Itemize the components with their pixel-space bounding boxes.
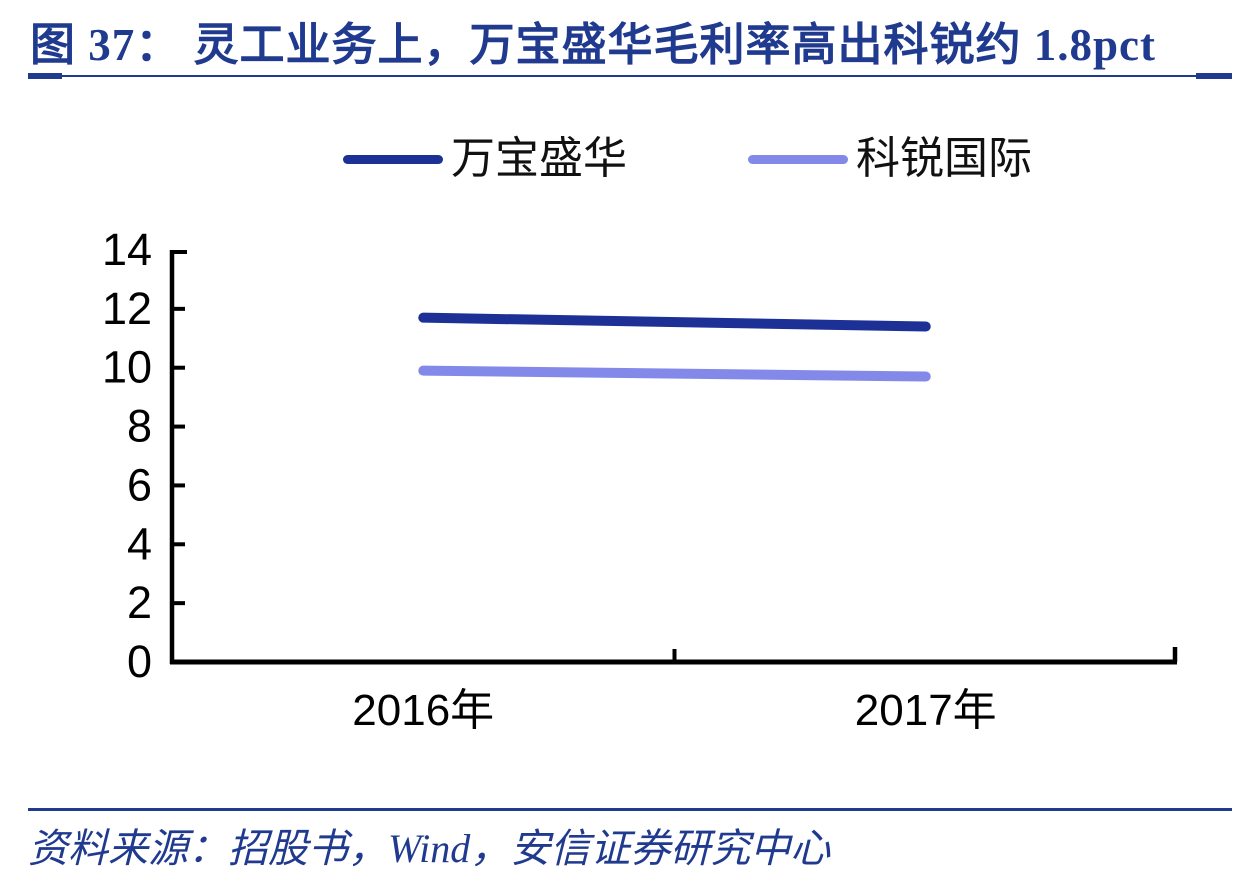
chart-legend: 万宝盛华 科锐国际: [0, 133, 1260, 185]
legend-item-manpower: 万宝盛华: [343, 133, 627, 185]
svg-text:8: 8: [127, 401, 152, 452]
source-note: 资料来源：招股书，Wind，安信证券研究中心: [28, 826, 831, 871]
svg-text:14: 14: [102, 224, 152, 275]
legend-label-manpower: 万宝盛华: [451, 134, 627, 183]
legend-line-dark-icon: [343, 154, 443, 164]
svg-text:12: 12: [102, 283, 152, 334]
legend-line-light-icon: [748, 154, 848, 164]
legend-item-careerintl: 科锐国际: [748, 133, 1032, 185]
line-chart: 0 2 4 6 8 10 12 14 2016年 2017年: [102, 224, 1178, 735]
figure-title: 图 37： 灵工业务上，万宝盛华毛利率高出科锐约 1.8pct: [30, 20, 1156, 70]
title-underline-thin: [28, 75, 1232, 77]
svg-text:2017年: 2017年: [855, 686, 997, 735]
svg-text:4: 4: [127, 518, 152, 569]
source-divider: [28, 808, 1232, 811]
svg-text:2: 2: [127, 577, 152, 628]
svg-text:10: 10: [102, 342, 152, 393]
title-underline: [28, 73, 1232, 80]
legend-label-careerintl: 科锐国际: [856, 134, 1032, 183]
title-underline-left-cap: [28, 73, 62, 79]
svg-text:6: 6: [127, 459, 152, 510]
svg-text:2016年: 2016年: [352, 686, 494, 735]
title-underline-right-cap: [1196, 73, 1232, 79]
svg-text:0: 0: [127, 636, 152, 687]
